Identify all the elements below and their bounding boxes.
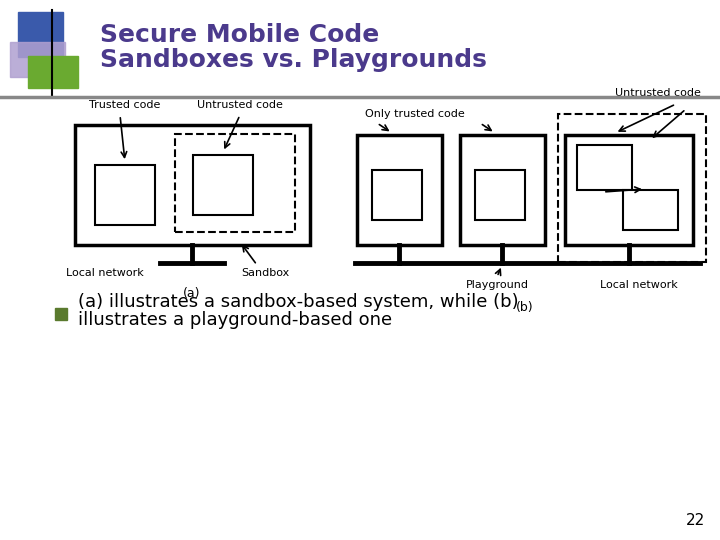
Text: Playground: Playground: [466, 280, 528, 290]
FancyBboxPatch shape: [460, 135, 545, 245]
FancyBboxPatch shape: [372, 170, 422, 220]
FancyBboxPatch shape: [565, 135, 693, 245]
Text: (a) illustrates a sandbox-based system, while (b): (a) illustrates a sandbox-based system, …: [78, 293, 518, 311]
FancyBboxPatch shape: [95, 165, 155, 225]
FancyBboxPatch shape: [75, 125, 310, 245]
FancyBboxPatch shape: [357, 135, 442, 245]
Text: Secure Mobile Code: Secure Mobile Code: [100, 23, 379, 47]
FancyBboxPatch shape: [175, 134, 295, 232]
Text: illustrates a playground-based one: illustrates a playground-based one: [78, 311, 392, 329]
Text: Sandboxes vs. Playgrounds: Sandboxes vs. Playgrounds: [100, 48, 487, 72]
FancyBboxPatch shape: [577, 145, 632, 190]
Text: Trusted code: Trusted code: [89, 100, 161, 110]
Bar: [55, 308, 67, 320]
Text: Untrusted code: Untrusted code: [197, 100, 283, 110]
Text: (a): (a): [184, 287, 201, 300]
Text: 22: 22: [685, 513, 705, 528]
FancyBboxPatch shape: [475, 170, 525, 220]
FancyBboxPatch shape: [193, 155, 253, 215]
Text: Untrusted code: Untrusted code: [615, 88, 701, 98]
Text: Sandbox: Sandbox: [241, 268, 289, 278]
FancyBboxPatch shape: [623, 190, 678, 230]
Bar: [18, 12, 63, 57]
Text: (b): (b): [516, 301, 534, 314]
Bar: [10, 42, 65, 77]
Text: Only trusted code: Only trusted code: [365, 109, 464, 119]
Bar: [28, 56, 78, 88]
Text: Local network: Local network: [600, 280, 678, 290]
Text: Local network: Local network: [66, 268, 144, 278]
